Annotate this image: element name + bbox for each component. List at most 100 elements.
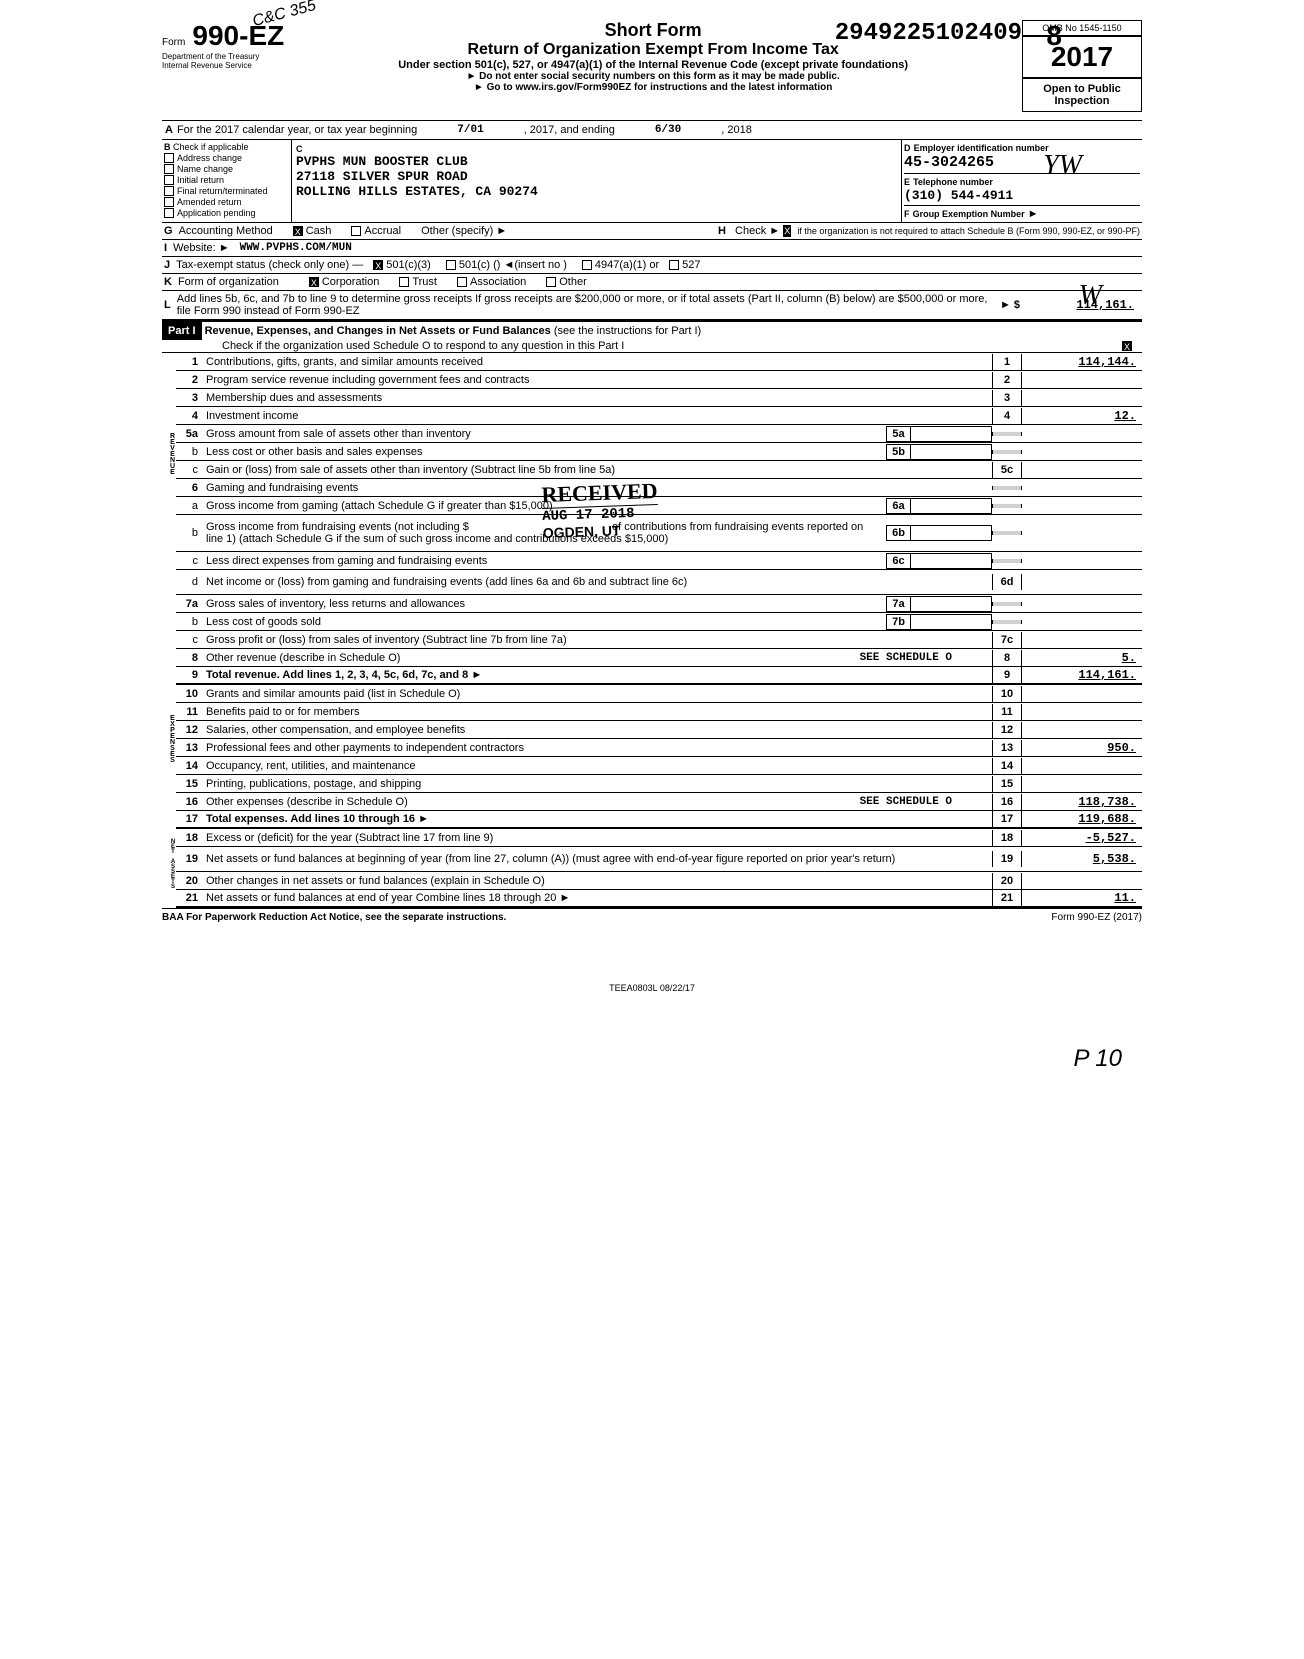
line-h-text1: Check ►: [735, 225, 780, 237]
line-6: 6Gaming and fundraising events: [176, 479, 1142, 497]
checkbox-icon: [164, 175, 174, 185]
page-footer: BAA For Paperwork Reduction Act Notice, …: [162, 908, 1142, 923]
line-19: 19Net assets or fund balances at beginni…: [176, 847, 1142, 872]
sched-o-ref: SEE SCHEDULE O: [860, 796, 952, 808]
page-initials: P 10: [1074, 1045, 1122, 1073]
line-d-label: D: [904, 143, 911, 153]
org-name-address: C PVPHS MUN BOOSTER CLUB 27118 SILVER SP…: [292, 140, 902, 222]
527-label: 527: [682, 259, 700, 271]
subtitle-2: ► Do not enter social security numbers o…: [284, 71, 1022, 82]
501c3-checkbox-checked[interactable]: X: [373, 260, 383, 270]
checkbox-icon: [164, 208, 174, 218]
omb-number: OMB No 1545-1150: [1022, 20, 1142, 36]
line-21-amount: 11.: [1022, 891, 1142, 905]
line-16: 16Other expenses (describe in Schedule O…: [176, 793, 1142, 811]
assets-side-label: NET ASSETS: [162, 829, 176, 908]
4947-checkbox[interactable]: [582, 260, 592, 270]
website-value: WWW.PVPHS.COM/MUN: [240, 242, 352, 254]
line-8: 8Other revenue (describe in Schedule O)S…: [176, 649, 1142, 667]
line-5b: bLess cost or other basis and sales expe…: [176, 443, 1142, 461]
527-checkbox[interactable]: [669, 260, 679, 270]
part1-label: Part I: [162, 322, 202, 340]
footer-right: Form 990-EZ (2017): [1051, 912, 1142, 923]
line-19-amount: 5,538.: [1022, 852, 1142, 866]
line-7b: bLess cost of goods sold7b: [176, 613, 1142, 631]
omb-year-block: OMB No 1545-1150 2017 Open to Public Ins…: [1022, 20, 1142, 112]
line-c-label: C: [296, 144, 897, 154]
line-g-row: G Accounting Method X Cash Accrual Other…: [162, 223, 1142, 240]
part1-check-text: Check if the organization used Schedule …: [222, 340, 624, 352]
line-13-amount: 950.: [1022, 741, 1142, 755]
form-label: Form: [162, 37, 185, 48]
line-i-row: I Website: ► WWW.PVPHS.COM/MUN: [162, 240, 1142, 257]
group-exempt-label: Group Exemption Number: [913, 209, 1025, 219]
form-org-label: Form of organization: [178, 276, 279, 288]
check-application-pending[interactable]: Application pending: [164, 208, 289, 218]
corp-checkbox-checked[interactable]: X: [309, 277, 319, 287]
checkbox-icon: [164, 186, 174, 196]
501c-label: 501(c) (: [459, 259, 497, 271]
tax-year: 2017: [1022, 36, 1142, 78]
line-10: 10Grants and similar amounts paid (list …: [176, 685, 1142, 703]
check-initial-return[interactable]: Initial return: [164, 175, 289, 185]
check-address-change[interactable]: Address change: [164, 153, 289, 163]
check-header: Check if applicable: [173, 142, 249, 152]
501c-checkbox[interactable]: [446, 260, 456, 270]
revenue-side-label: REVENUE: [162, 353, 176, 685]
year-end: 6/30: [655, 124, 681, 136]
check-final-return[interactable]: Final return/terminated: [164, 186, 289, 196]
line-3: 3Membership dues and assessments3: [176, 389, 1142, 407]
signature-mark-2: W: [1079, 280, 1102, 312]
501c3-label: 501(c)(3): [386, 259, 431, 271]
line-17-amount: 119,688.: [1022, 812, 1142, 826]
line-7c: cGross profit or (loss) from sales of in…: [176, 631, 1142, 649]
cash-label: Cash: [306, 225, 332, 237]
expenses-side-label: EXPENSES: [162, 685, 176, 829]
line-12: 12Salaries, other compensation, and empl…: [176, 721, 1142, 739]
other-org-checkbox[interactable]: [546, 277, 556, 287]
sched-o-checkbox-checked[interactable]: X: [1122, 341, 1132, 351]
ein-label: Employer identification number: [914, 143, 1049, 153]
check-name-change[interactable]: Name change: [164, 164, 289, 174]
line-l-label: L: [164, 299, 171, 311]
line-13: 13Professional fees and other payments t…: [176, 739, 1142, 757]
subtitle-1: Under section 501(c), 527, or 4947(a)(1)…: [284, 59, 1022, 71]
line-20: 20Other changes in net assets or fund ba…: [176, 872, 1142, 890]
check-amended[interactable]: Amended return: [164, 197, 289, 207]
line-18: 18Excess or (deficit) for the year (Subt…: [176, 829, 1142, 847]
sched-o-ref: SEE SCHEDULE O: [860, 652, 952, 664]
tel-label: Telephone number: [913, 177, 993, 187]
part1-header-row: Part I Revenue, Expenses, and Changes in…: [162, 320, 1142, 353]
trust-checkbox[interactable]: [399, 277, 409, 287]
arrow-icon: ►: [559, 892, 570, 904]
line-16-amount: 118,738.: [1022, 795, 1142, 809]
line-l-text: Add lines 5b, 6c, and 7b to line 9 to de…: [177, 293, 1000, 317]
trust-label: Trust: [412, 276, 437, 288]
cash-checkbox-checked[interactable]: X: [293, 226, 303, 236]
accrual-label: Accrual: [364, 225, 401, 237]
line-l-row: L Add lines 5b, 6c, and 7b to line 9 to …: [162, 291, 1142, 320]
org-addr1: 27118 SILVER SPUR ROAD: [296, 169, 897, 184]
signature-mark-1: YW: [1043, 150, 1082, 182]
line-a-endyear: , 2018: [721, 124, 752, 136]
line-15: 15Printing, publications, postage, and s…: [176, 775, 1142, 793]
checkbox-icon: [164, 197, 174, 207]
sched-b-checkbox-checked[interactable]: X: [783, 225, 791, 237]
open-public: Open to Public Inspection: [1022, 78, 1142, 112]
line-21: 21Net assets or fund balances at end of …: [176, 890, 1142, 908]
part1-title: Revenue, Expenses, and Changes in Net As…: [205, 325, 551, 337]
line-6a: aGross income from gaming (attach Schedu…: [176, 497, 1142, 515]
part1-subtitle: (see the instructions for Part I): [554, 325, 701, 337]
line-l-arrow: ► $: [1000, 299, 1020, 311]
accrual-checkbox[interactable]: [351, 226, 361, 236]
line-j-label: J: [164, 259, 170, 271]
line-a-mid: , 2017, and ending: [524, 124, 615, 136]
line-f-label: F: [904, 209, 910, 219]
assoc-checkbox[interactable]: [457, 277, 467, 287]
org-name: PVPHS MUN BOOSTER CLUB: [296, 154, 897, 169]
checkbox-icon: [164, 164, 174, 174]
line-1-amount: 114,144.: [1022, 355, 1142, 369]
arrow-icon: ►: [471, 669, 482, 681]
line-h-label: H: [718, 225, 726, 237]
line-9-amount: 114,161.: [1022, 668, 1142, 682]
